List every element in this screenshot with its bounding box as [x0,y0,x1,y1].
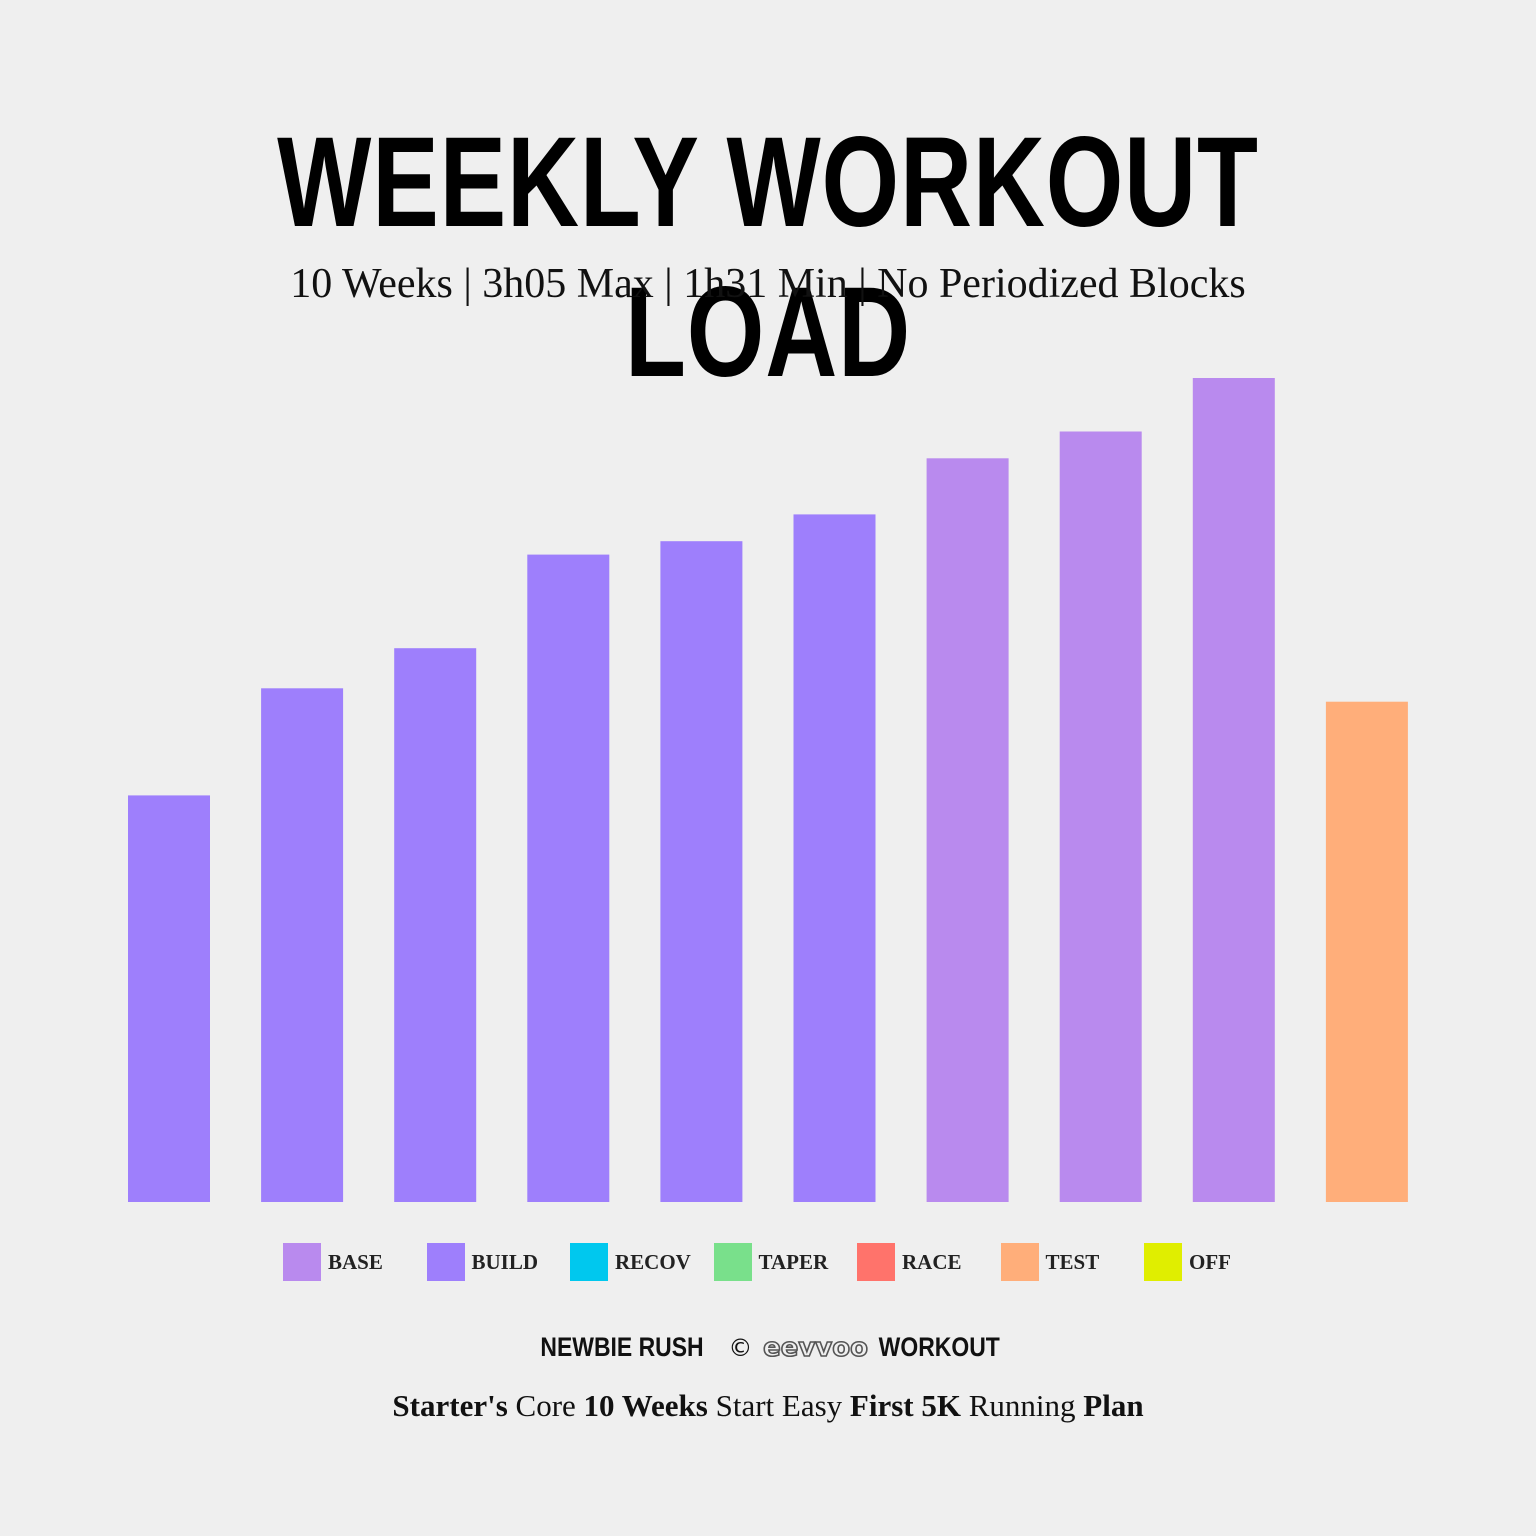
legend-label: OFF [1189,1250,1231,1274]
chart-subtitle: 10 Weeks | 3h05 Max | 1h31 Min | No Peri… [290,261,1246,307]
legend-swatch [857,1243,895,1281]
chart-title: WEEKLY WORKOUT LOAD [277,111,1259,404]
caption-part: First 5K [849,1388,961,1423]
caption-part: Running [960,1388,1084,1423]
caption-part: Start Easy [707,1388,850,1423]
brand-logo-suffix: WORKOUT [878,1332,1000,1362]
plan-caption: Starter's Core 10 Weeks Start Easy First… [0,1386,1536,1426]
brand-line: NEWBIE RUSH © eevvoo WORKOUT [0,1330,1536,1365]
legend-swatch [426,1243,465,1281]
bar-week-2 [261,688,344,1202]
bar-week-5 [660,541,743,1202]
bar-week-4 [527,554,610,1202]
legend-label: RECOV [615,1250,691,1274]
legend-swatch [1144,1243,1182,1281]
brand-logo: eevvoo [762,1332,868,1364]
bar-week-1 [128,795,210,1202]
bar-week-6 [793,514,876,1202]
bar-week-7 [926,458,1009,1202]
legend-swatch [283,1243,321,1281]
legend-label: BASE [328,1250,383,1274]
bar-week-9 [1192,378,1275,1202]
legend-label: TEST [1045,1250,1100,1274]
legend-label: BUILD [471,1250,539,1274]
caption-part: Starter's [392,1388,508,1423]
bar-week-10 [1325,701,1408,1202]
plan-brand-name: NEWBIE RUSH [539,1332,704,1362]
copyright-symbol: © [728,1334,753,1362]
caption-part: Core [507,1388,584,1423]
caption-part: Plan [1083,1388,1144,1423]
caption-part: 10 Weeks [583,1388,708,1423]
legend-swatch [570,1243,608,1281]
legend-swatch [713,1243,752,1281]
legend-swatch [1000,1243,1039,1281]
bar-week-3 [394,648,477,1202]
legend-label: RACE [902,1250,962,1274]
legend-label: TAPER [758,1250,829,1274]
bar-week-8 [1059,431,1142,1202]
chart-legend: BASE BUILD RECOV TAPER RACE TEST OFF [283,1242,1283,1282]
